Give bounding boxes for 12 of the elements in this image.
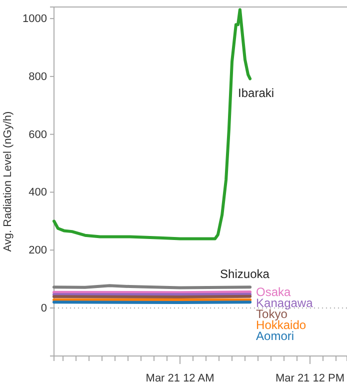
x-tick-label: Mar 21 12 PM <box>275 372 345 383</box>
series-label: Ibaraki <box>238 86 274 100</box>
text: Aomori <box>256 329 294 344</box>
y-tick-label: 0 <box>40 302 47 314</box>
y-tick-label: 600 <box>28 128 47 141</box>
series-label: Shizuoka <box>220 267 270 282</box>
y-tick-label: 1000 <box>22 13 47 26</box>
y-axis-title: Avg. Radiation Level (nGy/h) <box>2 111 14 252</box>
y-tick-label: 200 <box>28 244 47 257</box>
x-tick-label: Mar 21 12 AM <box>146 372 214 383</box>
y-tick-label: 400 <box>28 186 47 199</box>
y-tick-label: 800 <box>28 70 47 83</box>
